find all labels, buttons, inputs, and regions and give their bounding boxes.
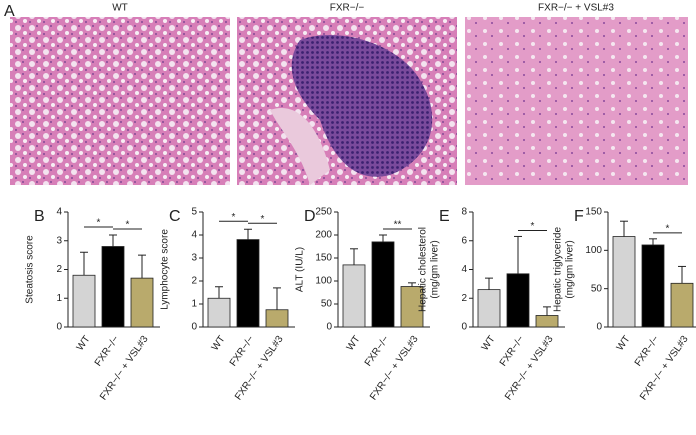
x-tick-label: WT bbox=[615, 334, 633, 353]
y-tick-label: 50 bbox=[321, 299, 333, 310]
y-tick-label: 100 bbox=[315, 276, 332, 287]
x-tick-label: WT bbox=[210, 334, 228, 353]
bar bbox=[342, 264, 366, 328]
x-tick-label: FXR−/− bbox=[228, 334, 257, 369]
image-caption: WT bbox=[112, 3, 128, 14]
bar bbox=[506, 273, 530, 328]
bar bbox=[641, 244, 665, 328]
x-tick-label: WT bbox=[345, 334, 363, 353]
histology-image bbox=[10, 17, 230, 185]
y-tick-label: 4 bbox=[461, 264, 467, 275]
panel-letter: A bbox=[4, 3, 15, 20]
y-axis-label: Steatosis score bbox=[25, 235, 36, 304]
significance-label: * bbox=[666, 223, 670, 234]
y-tick-label: 0 bbox=[56, 322, 62, 333]
panel-letter: E bbox=[439, 208, 450, 225]
y-axis-label: Lymphocyte score bbox=[160, 229, 171, 310]
y-tick-label: 2 bbox=[461, 293, 467, 304]
y-tick-label: 8 bbox=[461, 207, 467, 218]
x-tick-label: FXR−/− bbox=[633, 334, 662, 369]
panel-letter: B bbox=[34, 208, 45, 225]
bar bbox=[477, 289, 501, 328]
bar bbox=[130, 277, 154, 328]
bar bbox=[236, 239, 260, 328]
x-tick-label: FXR−/− bbox=[498, 334, 527, 369]
significance-label: ** bbox=[394, 220, 402, 231]
y-axis-label: ALT (IU/L) bbox=[295, 247, 306, 292]
significance-label: * bbox=[126, 220, 130, 231]
bar bbox=[265, 309, 289, 328]
y-tick-label: 100 bbox=[585, 245, 602, 256]
bar bbox=[670, 282, 694, 328]
histology-image bbox=[237, 17, 457, 185]
y-tick-label: 5 bbox=[191, 207, 197, 218]
y-tick-label: 3 bbox=[56, 235, 62, 246]
y-tick-label: 1 bbox=[56, 293, 62, 304]
bar bbox=[101, 246, 125, 328]
y-tick-label: 6 bbox=[461, 235, 467, 246]
x-tick-label: WT bbox=[75, 334, 93, 353]
bar bbox=[612, 236, 636, 328]
panel-letter: F bbox=[574, 208, 584, 225]
y-tick-label: 4 bbox=[191, 230, 197, 241]
y-tick-label: 150 bbox=[585, 207, 602, 218]
bar bbox=[371, 241, 395, 328]
panel-letter: D bbox=[304, 208, 316, 225]
y-tick-label: 50 bbox=[591, 283, 603, 294]
y-tick-label: 3 bbox=[191, 253, 197, 264]
y-tick-label: 0 bbox=[326, 322, 332, 333]
y-tick-label: 4 bbox=[56, 207, 62, 218]
x-tick-label: WT bbox=[480, 334, 498, 353]
y-tick-label: 1 bbox=[191, 299, 197, 310]
y-axis-label: Hepatic cholesterol bbox=[418, 227, 429, 312]
significance-label: * bbox=[232, 212, 236, 223]
y-tick-label: 200 bbox=[315, 230, 332, 241]
y-tick-label: 150 bbox=[315, 253, 332, 264]
y-tick-label: 250 bbox=[315, 207, 332, 218]
y-axis-label: Hepatic triglyceride bbox=[553, 227, 564, 312]
y-axis-label: (mg/gm liver) bbox=[430, 240, 441, 298]
y-tick-label: 0 bbox=[191, 322, 197, 333]
significance-label: * bbox=[261, 214, 265, 225]
y-tick-label: 0 bbox=[461, 322, 467, 333]
x-tick-label: FXR−/− bbox=[363, 334, 392, 369]
image-caption: FXR−/− bbox=[330, 3, 365, 14]
bar bbox=[72, 274, 96, 328]
panel-letter: C bbox=[169, 208, 181, 225]
y-tick-label: 2 bbox=[191, 276, 197, 287]
bar bbox=[535, 315, 559, 328]
significance-label: * bbox=[97, 218, 101, 229]
bar bbox=[207, 297, 231, 328]
y-tick-label: 0 bbox=[596, 322, 602, 333]
image-caption: FXR−/− + VSL#3 bbox=[538, 3, 614, 14]
y-axis-label: (mg/gm liver) bbox=[565, 240, 576, 298]
y-tick-label: 2 bbox=[56, 264, 62, 275]
x-tick-label: FXR−/− bbox=[93, 334, 122, 369]
histology-image bbox=[465, 17, 688, 185]
significance-label: * bbox=[531, 221, 535, 232]
